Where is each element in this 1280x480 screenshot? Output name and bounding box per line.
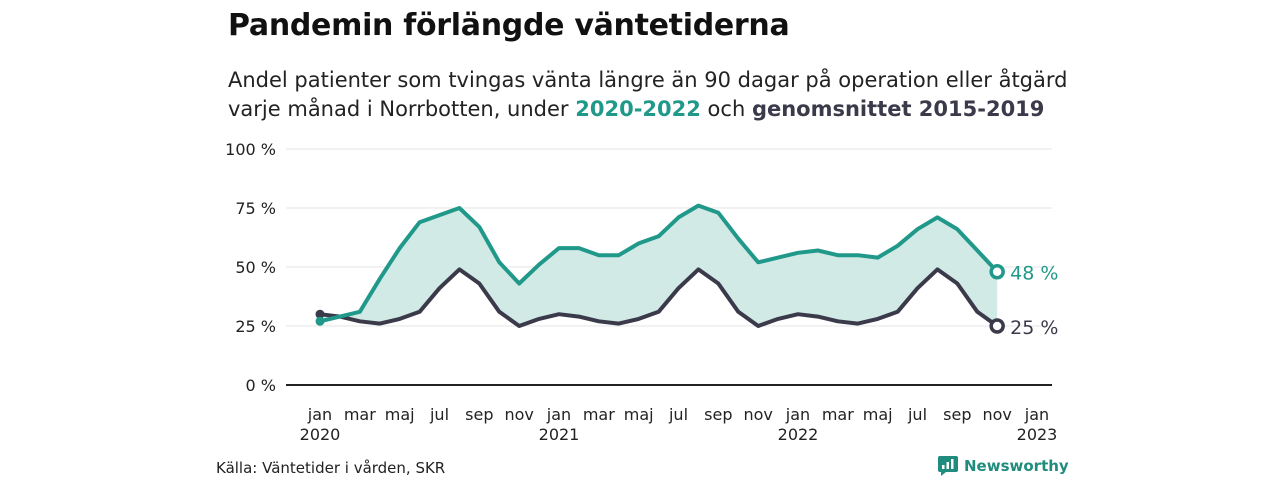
end-label-2020-2022: 48 % [1010,263,1058,285]
newsworthy-logo-icon [938,456,958,476]
x-tick-year: 2022 [778,425,819,444]
series-line-average [318,267,1000,328]
x-tick-year: 2020 [300,425,341,444]
legend-average-2015-2019: genomsnittet 2015-2019 [751,97,1045,121]
subtitle-line-2: varje månad i Norrbotten, under 2020-202… [228,95,1066,124]
x-tick-label: nov [982,405,1011,424]
x-tick-label: mar [822,405,854,424]
x-tick-label: maj [624,405,654,424]
x-tick-year: 2021 [539,425,580,444]
x-tick-label: jul [668,405,688,424]
end-label-average: 25 % [1010,317,1058,339]
brand[interactable]: Newsworthy [938,456,1069,476]
y-tick-label: 25 % [235,317,276,336]
x-tick-label: nov [504,405,533,424]
x-tick-label: mar [583,405,615,424]
chart-subtitle: Andel patienter som tvingas vänta längre… [228,66,1066,124]
x-tick-label: mar [344,405,376,424]
x-tick-label: maj [863,405,893,424]
subtitle-connector: och [700,97,752,121]
y-tick-label: 0 % [246,376,276,395]
x-tick-label: sep [704,405,732,424]
x-tick-label: jul [907,405,927,424]
source-note: Källa: Väntetider i vården, SKR [216,459,446,477]
start-point-2020-2022 [315,316,325,326]
subtitle-line-1: Andel patienter som tvingas vänta längre… [228,68,1066,92]
y-tick-label: 75 % [235,199,276,218]
x-tick-label: sep [943,405,971,424]
end-point-average [989,318,1005,334]
x-tick-label: maj [385,405,415,424]
x-tick-label: jan [785,405,810,424]
x-tick-year: 2023 [1017,425,1058,444]
x-tick-label: sep [465,405,493,424]
y-tick-label: 50 % [235,258,276,277]
x-tick-label: jan [546,405,571,424]
x-tick-label: nov [743,405,772,424]
end-point-2020-2022 [989,263,1005,280]
brand-name: Newsworthy [964,457,1069,475]
start-point-average [315,309,325,319]
chart-title: Pandemin förlängde väntetiderna [228,8,790,43]
x-tick-label: jan [307,405,332,424]
x-tick-label: jul [429,405,449,424]
series-line-2020-2022 [318,203,1000,324]
subtitle-prefix: varje månad i Norrbotten, under [228,97,576,121]
legend-2020-2022: 2020-2022 [575,97,701,121]
x-tick-label: jan [1024,405,1049,424]
y-tick-label: 100 % [225,140,276,159]
